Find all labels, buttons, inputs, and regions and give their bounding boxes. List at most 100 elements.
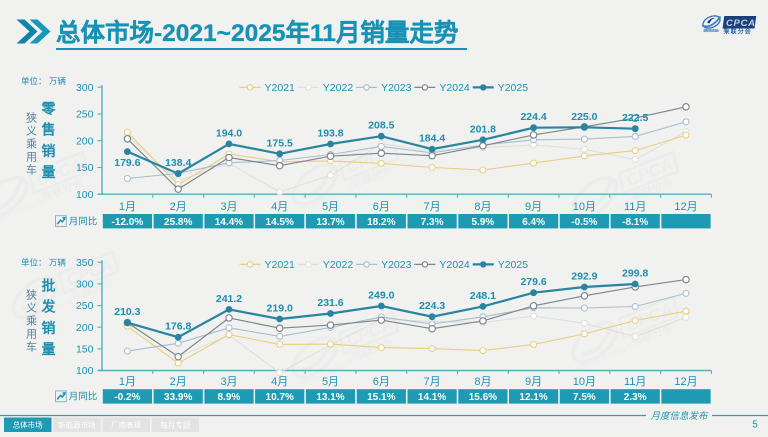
svg-text:-0.2%: -0.2% [114,392,140,403]
svg-text:193.8: 193.8 [317,128,343,140]
svg-text:5月: 5月 [322,376,339,388]
svg-text:10月: 10月 [573,201,596,213]
svg-text:11月: 11月 [624,201,646,213]
svg-text:总体市场-2021~2025年11月销量走势: 总体市场-2021~2025年11月销量走势 [56,18,459,47]
svg-text:231.6: 231.6 [317,297,343,309]
svg-text:5: 5 [752,420,758,431]
svg-text:13.7%: 13.7% [316,217,344,228]
svg-text:300: 300 [76,279,94,291]
svg-text:量: 量 [42,164,56,180]
svg-text:18.2%: 18.2% [367,217,395,228]
svg-text:6月: 6月 [373,376,390,388]
svg-text:13.1%: 13.1% [316,392,344,403]
svg-text:CPCA: CPCA [726,18,755,29]
svg-text:15.6%: 15.6% [469,392,497,403]
svg-text:销: 销 [42,143,56,159]
svg-text:Y2022: Y2022 [323,82,354,94]
svg-text:138.4: 138.4 [165,157,191,169]
svg-text:-0.5%: -0.5% [571,217,597,228]
svg-text:350: 350 [76,257,94,269]
svg-text:1月: 1月 [119,376,136,388]
svg-text:Y2025: Y2025 [498,82,529,94]
svg-text:9月: 9月 [525,201,542,213]
svg-text:车: 车 [26,339,37,353]
svg-text:25.8%: 25.8% [164,217,192,228]
svg-text:单位： 万辆: 单位： 万辆 [21,258,66,268]
svg-text:月同比: 月同比 [69,391,98,403]
svg-text:15.1%: 15.1% [367,392,395,403]
svg-text:2月: 2月 [170,201,187,213]
svg-text:6月: 6月 [373,201,390,213]
svg-text:-12.0%: -12.0% [112,217,144,228]
svg-text:发: 发 [41,299,57,315]
svg-text:100: 100 [76,365,94,377]
svg-text:200: 200 [76,322,94,334]
svg-text:义: 义 [26,124,37,137]
svg-text:300: 300 [76,82,94,94]
svg-text:5月: 5月 [322,201,339,213]
svg-text:299.8: 299.8 [622,268,648,280]
svg-text:车: 车 [26,162,37,176]
svg-text:11月: 11月 [624,376,646,388]
svg-text:33.9%: 33.9% [164,392,192,403]
svg-text:Y2023: Y2023 [381,259,412,271]
svg-text:Y2021: Y2021 [265,259,296,271]
svg-text:厂商表现: 厂商表现 [111,420,141,430]
svg-text:Y2024: Y2024 [439,259,470,271]
svg-text:月度信息发布: 月度信息发布 [650,410,709,422]
svg-text:9月: 9月 [525,376,542,388]
svg-text:Y2021: Y2021 [265,82,296,94]
svg-text:乘用车市场信息联席会: 乘用车市场信息联席会 [703,29,719,33]
svg-text:每月专题: 每月专题 [160,420,190,430]
svg-text:14.1%: 14.1% [418,392,446,403]
svg-text:248.1: 248.1 [470,290,496,302]
svg-text:12月: 12月 [674,201,697,213]
svg-text:12月: 12月 [674,376,697,388]
svg-text:7.5%: 7.5% [573,392,596,403]
svg-text:4月: 4月 [271,376,288,388]
svg-text:乘: 乘 [26,314,37,327]
svg-text:7月: 7月 [424,201,441,213]
svg-text:8月: 8月 [474,376,491,388]
svg-text:150: 150 [76,162,94,174]
svg-text:222.5: 222.5 [622,112,648,124]
svg-text:250: 250 [76,109,94,121]
svg-text:208.5: 208.5 [368,120,394,132]
svg-text:7.3%: 7.3% [421,217,444,228]
svg-text:乘联会微信公众号: 乘联会微信公众号 [579,342,634,371]
svg-text:7月: 7月 [424,376,441,388]
svg-text:Y2022: Y2022 [323,259,354,271]
svg-text:义: 义 [26,301,37,314]
svg-text:销: 销 [42,320,56,336]
svg-text:8.9%: 8.9% [218,392,241,403]
svg-text:量: 量 [42,341,56,357]
svg-text:月同比: 月同比 [69,216,98,228]
svg-text:14.4%: 14.4% [215,217,243,228]
svg-text:250: 250 [76,300,94,312]
svg-text:4月: 4月 [271,201,288,213]
svg-text:新能源市场: 新能源市场 [58,420,96,430]
svg-text:224.3: 224.3 [419,300,445,312]
svg-text:Y2023: Y2023 [381,82,412,94]
svg-text:225.0: 225.0 [571,111,597,123]
svg-text:2月: 2月 [170,376,187,388]
svg-text:5.9%: 5.9% [472,217,495,228]
svg-text:200: 200 [76,135,94,147]
svg-text:批: 批 [42,278,56,294]
svg-text:6.4%: 6.4% [522,217,545,228]
svg-text:零: 零 [41,101,57,117]
svg-text:12.1%: 12.1% [519,392,547,403]
svg-text:150: 150 [76,344,94,356]
svg-text:194.0: 194.0 [216,127,242,139]
svg-text:售: 售 [41,122,56,138]
svg-text:14.5%: 14.5% [266,217,294,228]
svg-text:100: 100 [76,189,94,201]
svg-text:219.0: 219.0 [267,303,293,315]
svg-text:176.8: 176.8 [165,321,191,333]
svg-text:单位： 万辆: 单位： 万辆 [21,76,66,86]
svg-text:Y2025: Y2025 [498,259,529,271]
svg-text:292.9: 292.9 [571,271,597,283]
svg-text:179.6: 179.6 [114,157,140,169]
svg-text:1月: 1月 [119,201,136,213]
svg-text:用: 用 [26,328,37,340]
